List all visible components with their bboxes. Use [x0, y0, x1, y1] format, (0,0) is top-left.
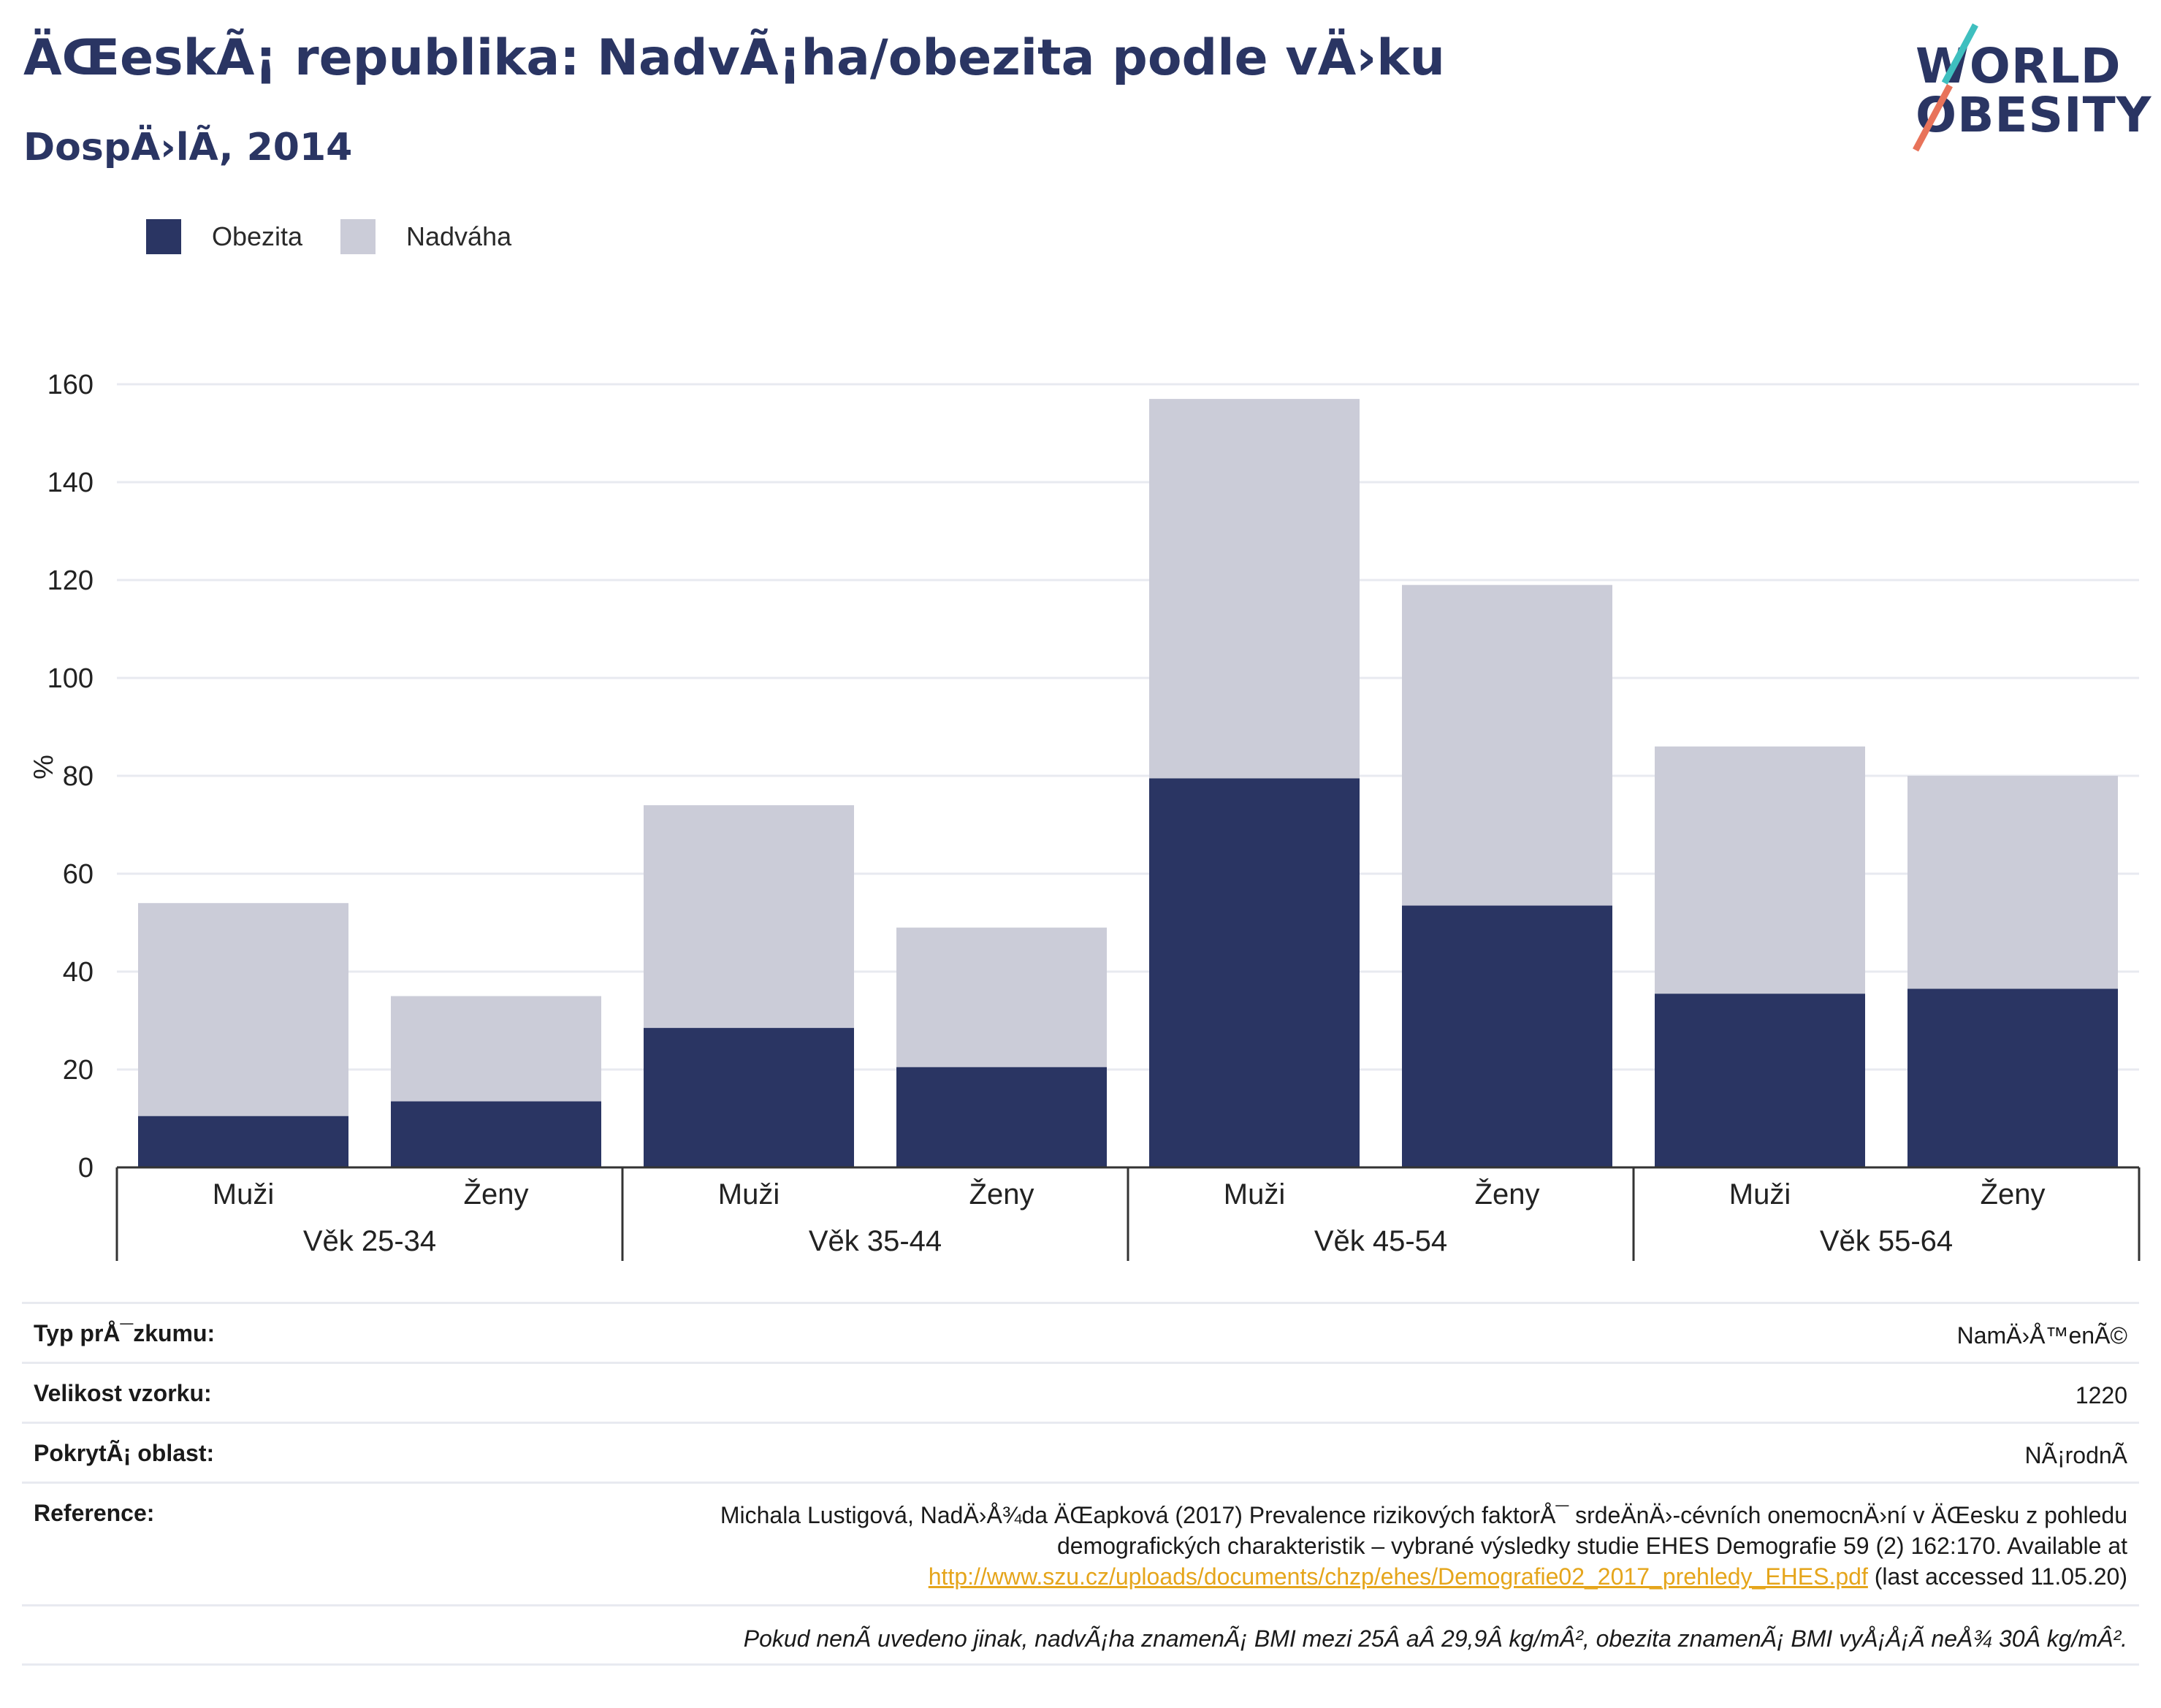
bar-overweight [644, 805, 854, 1029]
y-tick-label: 120 [47, 565, 94, 596]
x-tick-label: Muži [1729, 1178, 1791, 1211]
y-tick-label: 20 [63, 1055, 94, 1086]
bar-overweight [1907, 776, 2118, 989]
footnote: Pokud nenÃ uvedeno jinak, nadvÃ¡ha zname… [743, 1625, 2127, 1652]
group-label: Věk 45-54 [1314, 1225, 1447, 1257]
x-tick-label: Ženy [969, 1178, 1034, 1211]
y-tick-label: 60 [63, 859, 94, 890]
group-label: Věk 55-64 [1820, 1225, 1953, 1257]
group-label: Věk 35-44 [809, 1225, 942, 1257]
x-tick-label: Ženy [464, 1178, 529, 1211]
bar-overweight [1402, 584, 1612, 906]
info-val-coverage: NÃ¡rodnÃ [2024, 1442, 2128, 1468]
chart-title: ÄŒeskÃ¡ republika: NadvÃ¡ha/obezita podl… [23, 29, 1445, 87]
x-tick-label: Muži [718, 1178, 780, 1211]
reference-link[interactable]: http://www.szu.cz/uploads/documents/chzp… [928, 1563, 1868, 1590]
bar-obesity [391, 1101, 601, 1167]
bar-obesity [644, 1028, 854, 1167]
bar-obesity [896, 1067, 1107, 1167]
reference-line-3: http://www.szu.cz/uploads/documents/chzp… [720, 1561, 2127, 1592]
reference-line-1: Michala Lustigová, NadÄ›Å¾da ÄŒapková (2… [720, 1502, 2127, 1528]
info-val-reference: Michala Lustigová, NadÄ›Å¾da ÄŒapková (2… [720, 1500, 2127, 1592]
y-tick-label: 0 [78, 1153, 94, 1183]
stacked-bar-chart: 0 20 40 60 80 100 120 140 160 Muži Ženy Věk 25-34 Mu… [28, 370, 2141, 1261]
bar-overweight [1149, 399, 1360, 779]
info-table: Typ prÅ¯zkumu: NamÄ›Å™enÃ© Velikost vzor… [22, 1302, 2139, 1666]
legend-label-obesity: Obezita [212, 221, 303, 251]
legend-swatch-obesity [146, 219, 181, 254]
y-axis-label: % [28, 755, 59, 779]
info-row-coverage: PokrytÃ¡ oblast: NÃ¡rodnÃ [22, 1422, 2139, 1482]
group-label: Věk 25-34 [303, 1225, 436, 1257]
y-tick-label: 160 [47, 370, 94, 400]
info-key-survey-type: Typ prÅ¯zkumu: [34, 1320, 216, 1346]
bars [138, 399, 2118, 1167]
bar-obesity [1149, 778, 1360, 1167]
chart-subtitle: DospÄ›lÃ, 2014 [23, 126, 353, 169]
legend-swatch-overweight [340, 219, 376, 254]
info-key-reference: Reference: [34, 1500, 155, 1526]
world-obesity-logo: WORLD OBESITY [1907, 22, 2151, 153]
info-row-note: Pokud nenÃ uvedeno jinak, nadvÃ¡ha zname… [22, 1604, 2139, 1666]
legend-item-obesity: Obezita [146, 219, 302, 254]
bar-obesity [138, 1116, 348, 1167]
bar-obesity [1907, 988, 2118, 1167]
reference-accessed: (last accessed 11.05.20) [1867, 1563, 2127, 1590]
x-tick-label: Muži [213, 1178, 274, 1211]
info-row-survey-type: Typ prÅ¯zkumu: NamÄ›Å™enÃ© [22, 1302, 2139, 1362]
legend-item-overweight: Nadváha [340, 219, 511, 254]
info-row-sample-size: Velikost vzorku: 1220 [22, 1362, 2139, 1422]
y-tick-label: 140 [47, 468, 94, 498]
bar-overweight [896, 927, 1107, 1067]
x-tick-label: Ženy [1475, 1178, 1540, 1211]
logo-line-2: OBESITY [1916, 87, 2152, 143]
reference-line-2: demografických charakteristik – vybrané … [1056, 1533, 2127, 1559]
x-tick-label: Muži [1224, 1178, 1285, 1211]
info-val-sample-size: 1220 [2075, 1382, 2127, 1408]
bar-obesity [1402, 905, 1612, 1167]
x-tick-label: Ženy [1981, 1178, 2046, 1211]
bar-overweight [391, 996, 601, 1102]
bar-obesity [1655, 994, 1865, 1167]
legend-label-overweight: Nadváha [406, 221, 512, 251]
axes: 0 20 40 60 80 100 120 140 160 Muži Ženy Věk 25-34 Mu… [47, 370, 2141, 1261]
info-key-sample-size: Velikost vzorku: [34, 1380, 212, 1406]
info-val-survey-type: NamÄ›Å™enÃ© [1956, 1322, 2127, 1349]
bar-overweight [138, 903, 348, 1116]
y-tick-label: 80 [63, 761, 94, 792]
info-row-reference: Reference: Michala Lustigová, NadÄ›Å¾da … [22, 1482, 2139, 1604]
info-key-coverage: PokrytÃ¡ oblast: [34, 1440, 215, 1466]
y-tick-label: 100 [47, 663, 94, 694]
bar-overweight [1655, 746, 1865, 994]
y-tick-label: 40 [63, 957, 94, 988]
